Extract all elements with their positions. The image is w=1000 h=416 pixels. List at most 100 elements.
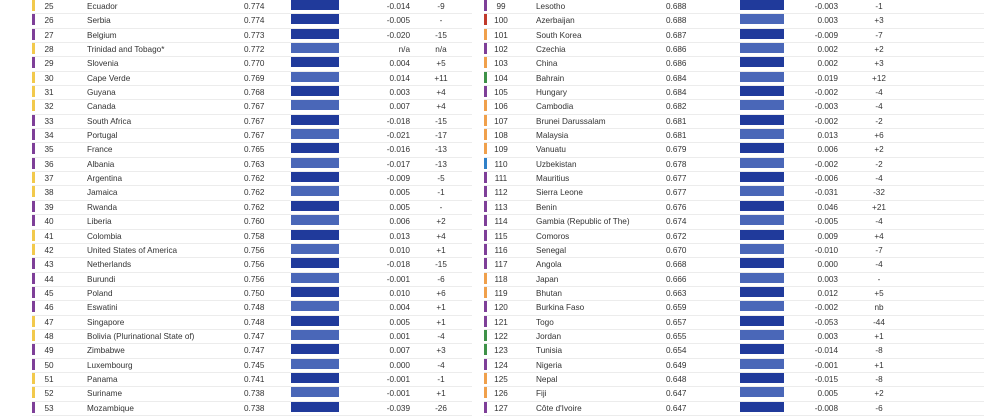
rank-cell: 37: [44, 174, 54, 184]
country-cell: Burundi: [87, 274, 116, 284]
score-bar: [291, 86, 339, 97]
country-cell: Czechia: [536, 45, 566, 55]
region-stripe: [484, 286, 487, 298]
table-row: 34 Portugal 0.767 -0.021 -17: [32, 129, 472, 144]
change-cell: 0.005: [817, 389, 839, 399]
score-bar: [291, 0, 339, 10]
rank-cell: 32: [44, 102, 54, 112]
score-bar: [291, 172, 339, 183]
region-stripe: [484, 372, 487, 384]
table-row: 118 Japan 0.666 0.003 -: [484, 272, 984, 287]
rank-cell: 120: [494, 303, 508, 313]
rank-change-cell: +2: [874, 45, 884, 55]
score-bar: [740, 215, 784, 226]
score-bar: [291, 215, 339, 226]
country-cell: Benin: [536, 202, 557, 212]
region-stripe: [484, 86, 487, 98]
rank-cell: 115: [494, 231, 508, 241]
country-cell: South Africa: [87, 116, 132, 126]
score-cell: 0.774: [244, 2, 265, 11]
score-cell: 0.756: [244, 260, 265, 270]
rank-cell: 100: [494, 16, 508, 26]
score-bar: [291, 57, 339, 68]
score-bar: [740, 86, 784, 97]
score-bar: [740, 401, 784, 412]
region-stripe: [484, 143, 487, 155]
score-bar: [291, 129, 339, 140]
rank-change-cell: +1: [436, 303, 446, 313]
score-bar: [740, 28, 784, 39]
change-cell: 0.019: [817, 73, 839, 83]
country-cell: Burkina Faso: [536, 303, 585, 313]
rank-change-cell: -1: [875, 2, 883, 11]
table-row: 114 Gambia (Republic of The) 0.674 -0.005 -4: [484, 215, 984, 230]
score-bar: [740, 100, 784, 111]
rank-change-cell: +2: [874, 389, 884, 399]
rank-change-cell: +4: [874, 231, 884, 241]
rank-cell: 26: [44, 16, 54, 26]
rank-change-cell: +1: [874, 331, 884, 341]
rank-cell: 52: [44, 389, 54, 399]
score-cell: 0.674: [666, 217, 687, 227]
region-stripe: [32, 358, 35, 370]
region-stripe: [484, 186, 487, 198]
score-bar: [291, 71, 339, 82]
rank-change-cell: +4: [436, 88, 446, 98]
region-stripe: [32, 186, 35, 198]
region-stripe: [32, 157, 35, 169]
table-row: 32 Canada 0.767 0.007 +4: [32, 100, 472, 115]
score-cell: 0.756: [244, 245, 265, 255]
score-bar: [740, 243, 784, 254]
change-cell: 0.007: [389, 346, 411, 356]
table-row: 106 Cambodia 0.682 -0.003 -4: [484, 100, 984, 115]
rank-cell: 47: [44, 317, 54, 327]
region-stripe: [484, 172, 487, 184]
change-cell: -0.018: [386, 116, 410, 126]
rank-cell: 99: [496, 2, 506, 11]
rank-cell: 107: [494, 116, 508, 126]
score-bar: [740, 358, 784, 369]
country-cell: Slovenia: [87, 59, 119, 69]
rank-cell: 49: [44, 346, 54, 356]
score-bar: [740, 172, 784, 183]
country-cell: Mauritius: [536, 174, 570, 184]
country-cell: Senegal: [536, 245, 567, 255]
rank-change-cell: -44: [873, 317, 885, 327]
score-cell: 0.758: [244, 231, 265, 241]
score-cell: 0.681: [666, 116, 687, 126]
score-bar: [740, 129, 784, 140]
country-cell: Azerbaijan: [536, 16, 575, 26]
rank-cell: 46: [44, 303, 54, 313]
rank-cell: 40: [44, 217, 54, 227]
score-cell: 0.672: [666, 231, 687, 241]
region-stripe: [32, 286, 35, 298]
score-cell: 0.747: [244, 346, 265, 356]
score-bar: [291, 286, 339, 297]
score-bar: [740, 301, 784, 312]
change-cell: 0.000: [817, 260, 839, 270]
score-bar: [740, 0, 784, 10]
change-cell: -0.002: [814, 303, 838, 313]
country-cell: Serbia: [87, 16, 111, 26]
table-row: 33 South Africa 0.767 -0.018 -15: [32, 114, 472, 130]
rank-change-cell: -5: [437, 174, 445, 184]
rank-change-cell: -: [877, 274, 881, 284]
country-cell: Luxembourg: [87, 360, 133, 370]
score-cell: 0.768: [244, 88, 265, 98]
change-cell: -0.016: [386, 145, 410, 155]
score-cell: 0.666: [666, 274, 687, 284]
rank-change-cell: -4: [875, 174, 883, 184]
country-cell: Bahrain: [536, 73, 565, 83]
ranking-column-right: 99 Lesotho 0.688 -0.003 -1 100 Azerbaijan 0.688…: [484, 0, 984, 416]
score-cell: 0.681: [666, 131, 687, 141]
rank-cell: 127: [494, 403, 508, 413]
rank-cell: 44: [44, 274, 54, 284]
rank-change-cell: -13: [435, 145, 447, 155]
score-cell: 0.762: [244, 188, 265, 198]
rank-change-cell: -: [439, 16, 443, 26]
score-bar: [291, 344, 339, 355]
change-cell: -0.001: [386, 389, 410, 399]
table-row: 120 Burkina Faso 0.659 -0.002 nb: [484, 301, 984, 316]
rank-change-cell: -4: [875, 260, 883, 270]
region-stripe: [484, 100, 487, 112]
